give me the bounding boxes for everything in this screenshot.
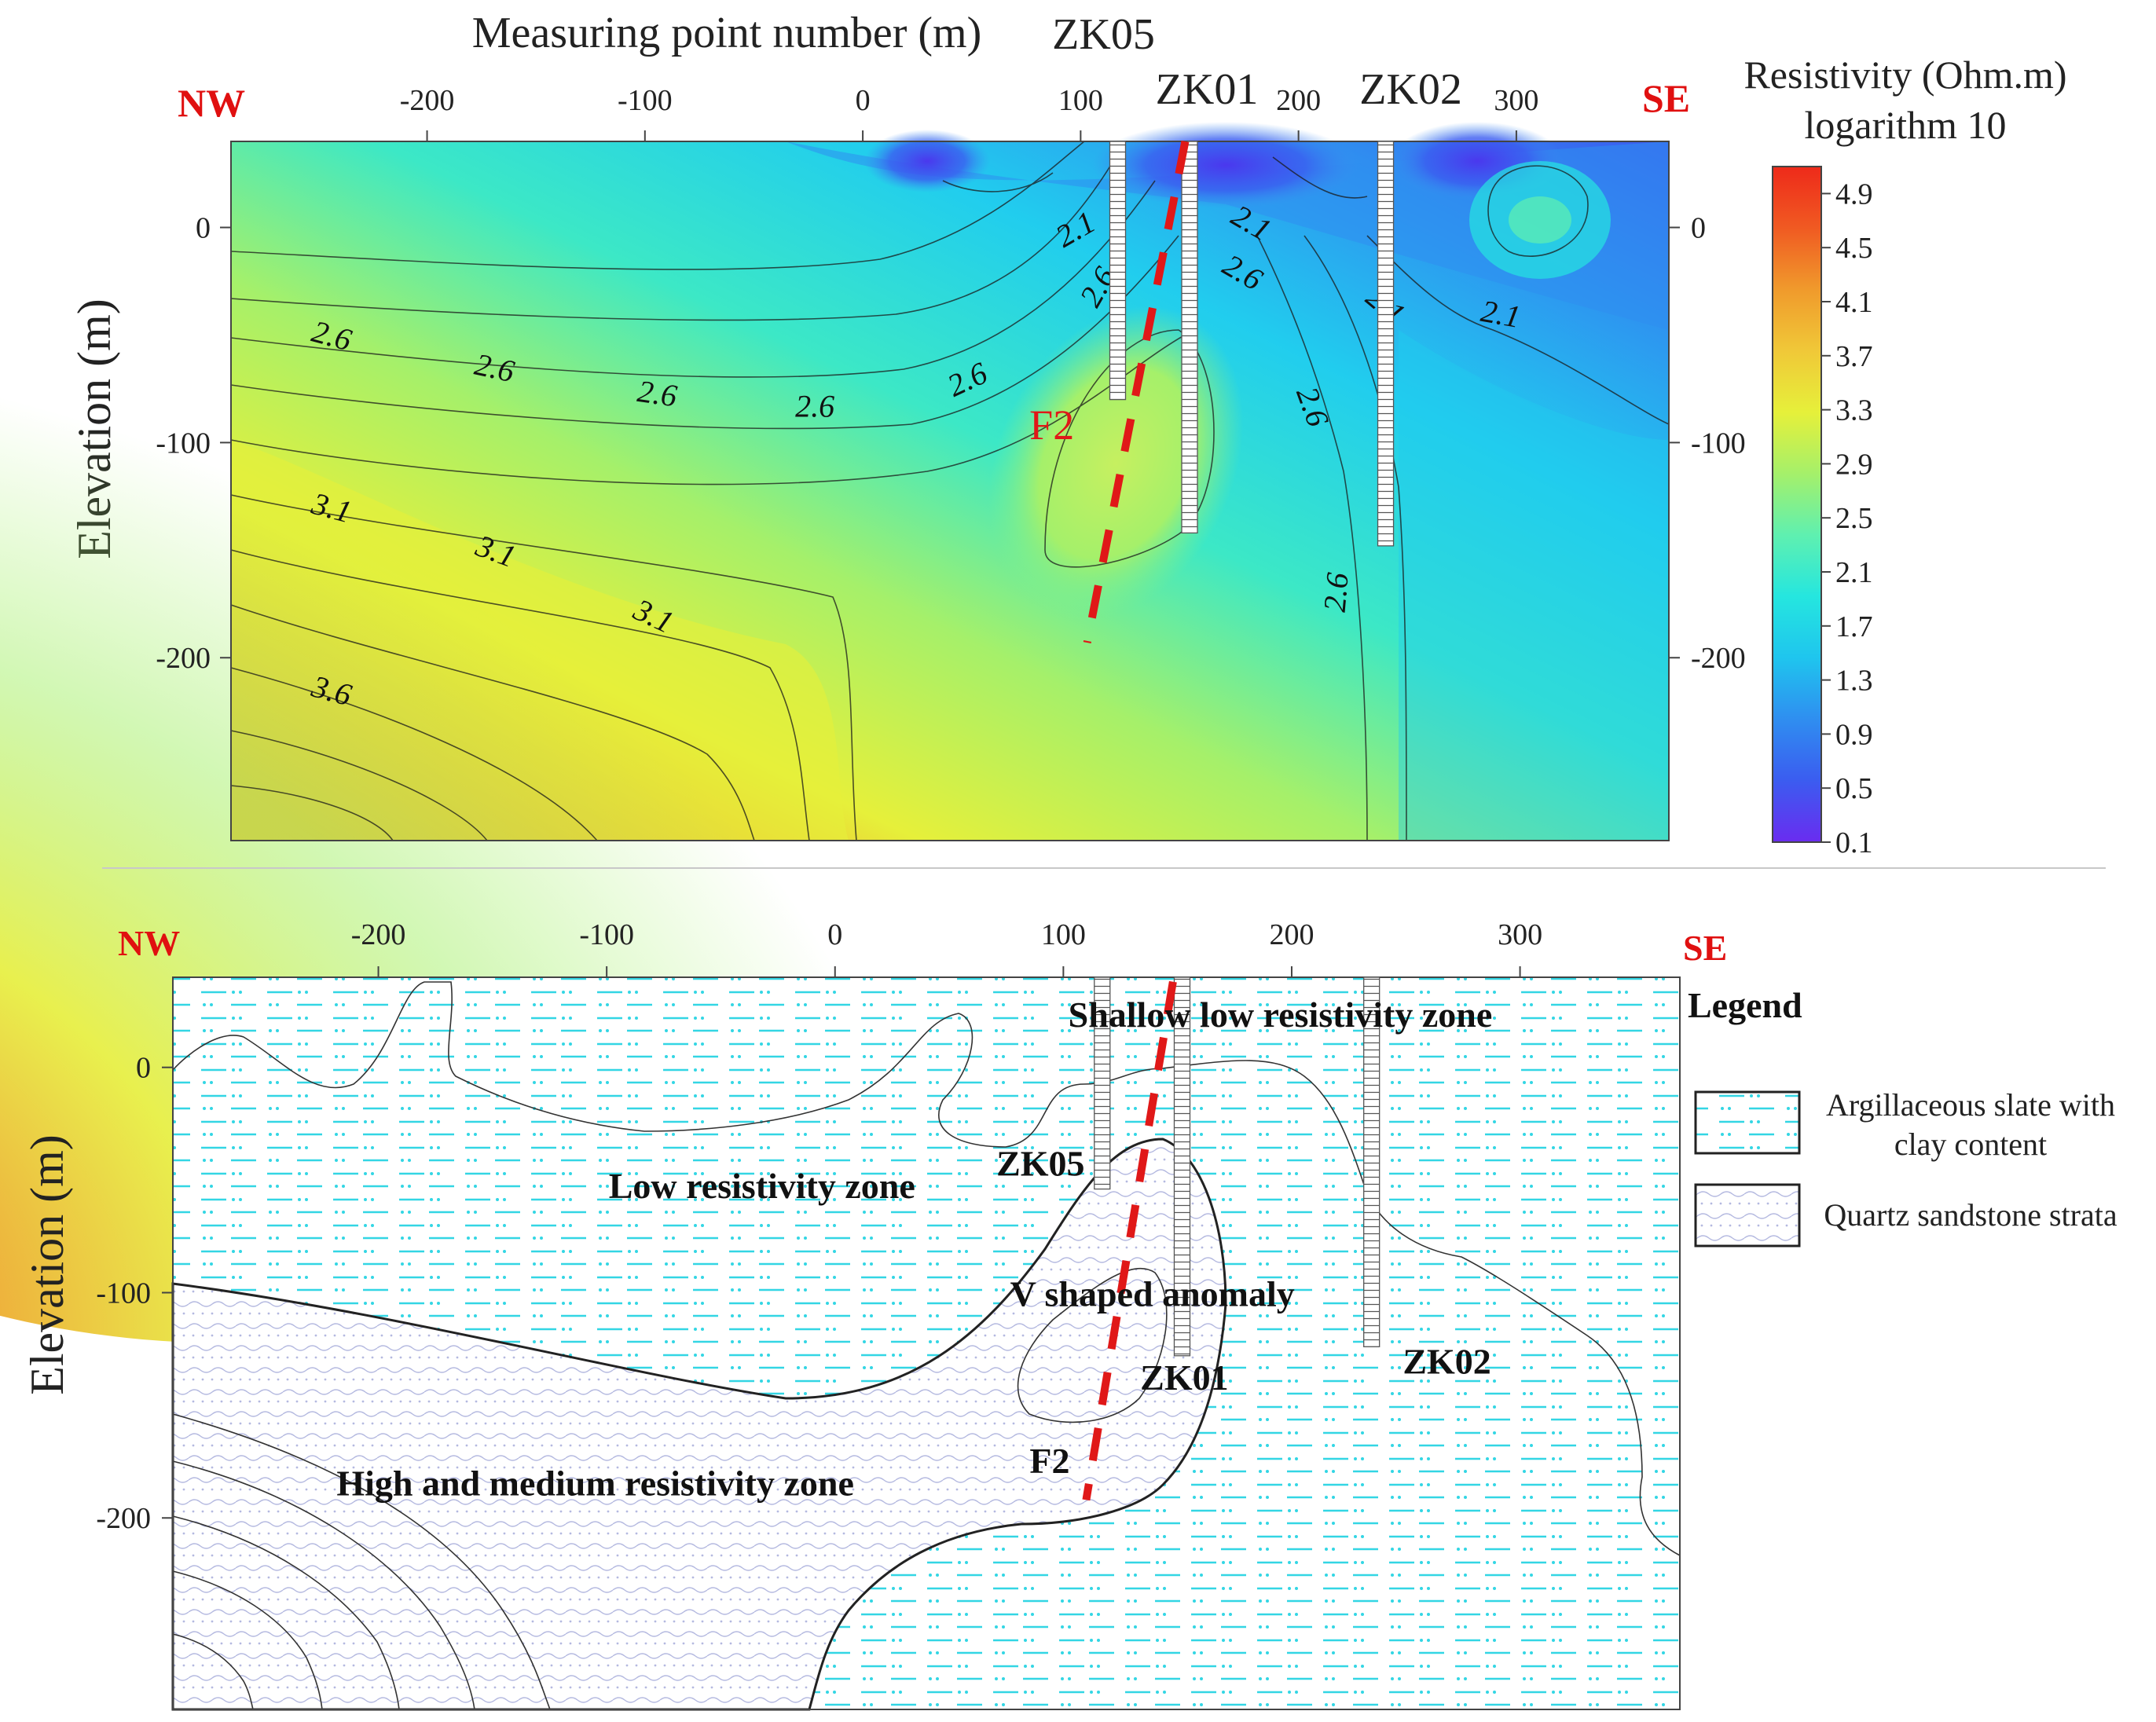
- borehole-zk05: [1109, 141, 1127, 401]
- borehole-zk02: [1363, 976, 1380, 1347]
- zone-label: Shallow low resistivity zone: [1069, 995, 1493, 1035]
- x-tick-label: 300: [1494, 84, 1538, 117]
- fault-label-f2: F2: [1029, 401, 1074, 449]
- contour-label: 2.6: [471, 346, 517, 389]
- borehole-label-zk01: ZK01: [1156, 65, 1259, 114]
- bottom-y-axis-title: Elevation (m): [21, 1134, 73, 1395]
- bottom-y-axis-ticks: 0 -100 -200: [96, 1052, 173, 1535]
- legend-swatch: [1694, 1090, 1801, 1155]
- colorbar-tick-label: 3.7: [1835, 340, 1873, 373]
- bottom-direction-nw-label: NW: [118, 923, 180, 963]
- fault-line-f2: [1082, 980, 1177, 1501]
- legend-label: Quartz sandstone strata: [1824, 1197, 2117, 1233]
- borehole-label-zk05: ZK05: [996, 1143, 1084, 1183]
- contour-label: 2.1: [1479, 293, 1524, 335]
- borehole-zk02: [1377, 141, 1395, 547]
- bottom-x-tick-label: 300: [1498, 918, 1542, 951]
- colorbar-tick-label: 4.5: [1835, 232, 1873, 265]
- y-tick-label: -100: [156, 427, 211, 460]
- colorbar-tick-label: 4.9: [1835, 178, 1873, 211]
- direction-se-label: SE: [1642, 76, 1690, 120]
- borehole-label-zk02: ZK02: [1359, 65, 1462, 114]
- bottom-x-tick-label: -200: [351, 918, 406, 951]
- bottom-y-tick-label: 0: [136, 1052, 151, 1085]
- borehole-zk01: [1181, 141, 1198, 534]
- bottom-x-tick-label: 200: [1269, 918, 1314, 951]
- colorbar-tick-label: 0.5: [1835, 772, 1873, 805]
- legend-title: Legend: [1688, 985, 1802, 1025]
- colorbar-tick-label: 1.7: [1835, 610, 1873, 643]
- bottom-fault: [1082, 980, 1177, 1501]
- bottom-boreholes: ZK05 ZK01 ZK02 F2: [996, 976, 1491, 1481]
- borehole-label-zk02: ZK02: [1402, 1342, 1490, 1382]
- y-axis-ticks-left: 0 -100 -200: [156, 212, 231, 675]
- legend-label: Argillaceous slate with: [1826, 1087, 2115, 1123]
- y-axis-ticks-right: 0 -100 -200: [1669, 212, 1746, 675]
- borehole-label-zk01: ZK01: [1140, 1357, 1228, 1398]
- bottom-direction-se-label: SE: [1683, 928, 1727, 968]
- y-tick-label: 0: [196, 212, 211, 245]
- y-tick-label-right: -200: [1691, 642, 1746, 675]
- colorbar-tick-label: 0.1: [1835, 826, 1873, 859]
- legend-swatch: [1694, 1183, 1801, 1248]
- colorbar-scale: [1772, 166, 1822, 843]
- x-axis-ticks: -200 -100 0 100 200 300: [400, 84, 1538, 141]
- colorbar: Resistivity (Ohm.m) logarithm 10 4.94.54…: [1744, 53, 2066, 859]
- contour-label: 2.6: [636, 373, 680, 414]
- legend: Legend Argillaceous slate with clay conte…: [1688, 985, 2118, 1248]
- x-tick-label: -200: [400, 84, 455, 117]
- colorbar-ticks: 4.9 4.5 4.1 3.7 3.3 2.9 2.5 2.1 1.7 1.3 0.9 0.5 0.1: [1821, 178, 1873, 859]
- x-axis-title: Measuring point number (m): [472, 9, 982, 57]
- borehole-label-f2: F2: [1029, 1441, 1069, 1481]
- colorbar-title-line1: Resistivity (Ohm.m): [1744, 53, 2066, 97]
- colorbar-tick-label: 3.3: [1835, 394, 1873, 427]
- borehole-label-zk05: ZK05: [1052, 10, 1155, 59]
- bottom-y-tick-label: -200: [96, 1502, 151, 1535]
- fault-line-f2: [1083, 141, 1190, 644]
- zone-label: V shaped anomaly: [1010, 1274, 1295, 1314]
- zone-label: Low resistivity zone: [609, 1166, 915, 1206]
- geology-units: [171, 977, 1680, 1711]
- contour-lines: [230, 141, 1670, 841]
- colorbar-tick-label: 2.5: [1835, 502, 1873, 535]
- colorbar-tick-label: 2.1: [1835, 556, 1873, 589]
- bottom-zone-boundaries: [172, 981, 1681, 1710]
- borehole-zk05: [1094, 976, 1111, 1190]
- bottom-x-tick-label: 100: [1041, 918, 1086, 951]
- colorbar-title-line2: logarithm 10: [1805, 103, 2007, 147]
- legend-label-line2: clay content: [1894, 1127, 2047, 1162]
- x-tick-label: 200: [1276, 84, 1321, 117]
- contour-label: 2.6: [795, 389, 834, 424]
- colorbar-tick-label: 2.9: [1835, 448, 1873, 481]
- bottom-x-tick-label: -100: [579, 918, 634, 951]
- bottom-y-tick-label: -100: [96, 1277, 151, 1310]
- zone-label: High and medium resistivity zone: [336, 1464, 854, 1504]
- fault: F2: [1029, 141, 1190, 644]
- direction-nw-label: NW: [178, 81, 245, 125]
- y-tick-label: -200: [156, 642, 211, 675]
- x-tick-label: 100: [1058, 84, 1103, 117]
- interpretation-panel: Elevation (m) NW SE -200 -100 0 100 200 300 0…: [21, 918, 2118, 1711]
- legend-items: Argillaceous slate with clay content Quart…: [1694, 1087, 2118, 1248]
- x-tick-label: 0: [856, 84, 871, 117]
- colorbar-tick-label: 0.9: [1835, 718, 1873, 751]
- zone-labels: Shallow low resistivity zone Low resistiv…: [336, 995, 1492, 1503]
- bottom-x-tick-label: 0: [827, 918, 842, 951]
- x-tick-label: -100: [618, 84, 673, 117]
- colorbar-tick-label: 1.3: [1835, 665, 1873, 698]
- bottom-plot-frame: [172, 976, 1681, 1710]
- y-tick-label-right: 0: [1691, 212, 1706, 245]
- y-tick-label-right: -100: [1691, 427, 1746, 460]
- contour-label: 2.6: [1317, 571, 1355, 614]
- top-plot-frame: [230, 141, 1670, 841]
- colorbar-tick-label: 4.1: [1835, 286, 1873, 319]
- bottom-x-axis-ticks: -200 -100 0 100 200 300: [351, 918, 1542, 977]
- borehole-zk01: [1173, 976, 1191, 1357]
